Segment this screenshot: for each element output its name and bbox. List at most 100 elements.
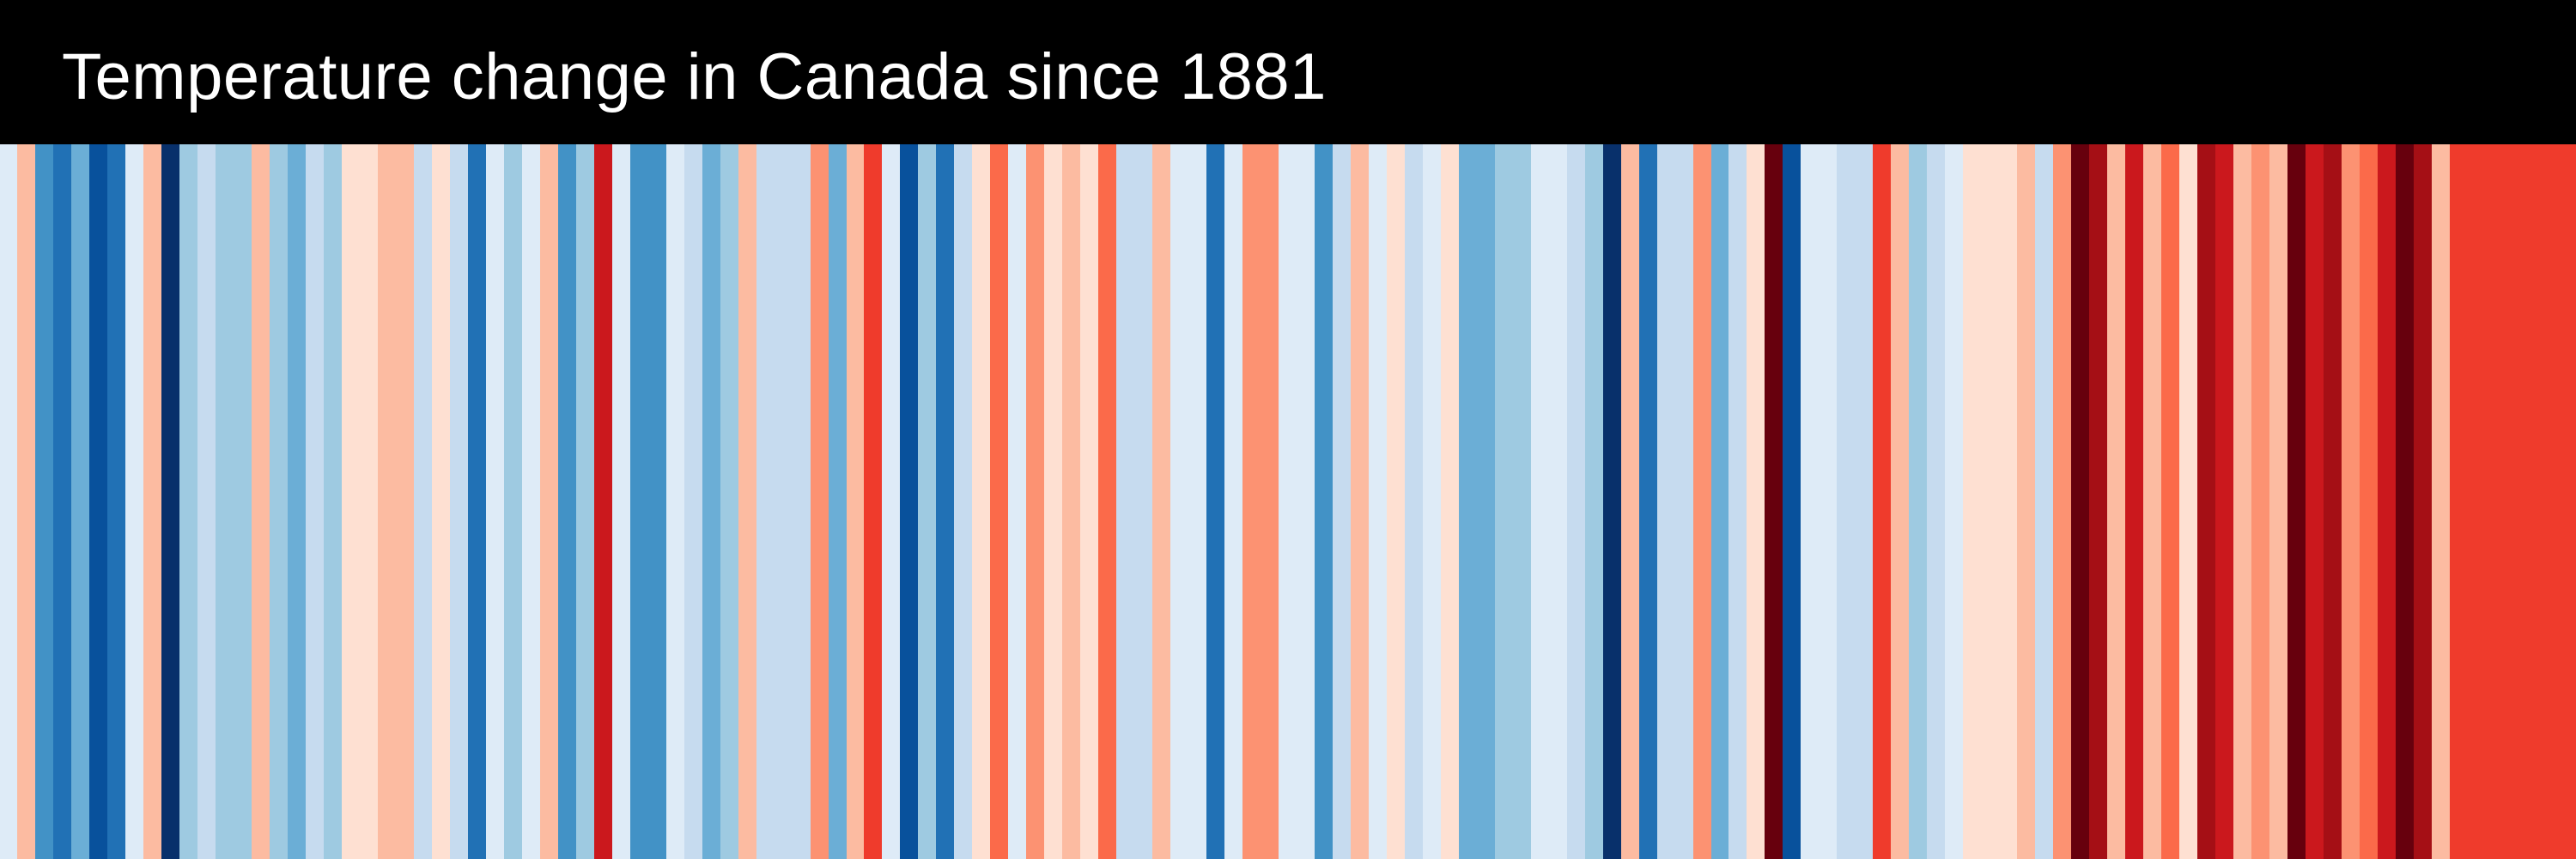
stripe-2018 <box>2468 144 2487 859</box>
stripe-1985 <box>1873 144 1892 859</box>
stripe-1935 <box>972 144 991 859</box>
stripe-1884 <box>53 144 72 859</box>
stripe-1932 <box>918 144 937 859</box>
stripe-1888 <box>125 144 144 859</box>
stripe-1909 <box>504 144 523 859</box>
stripe-1964 <box>1495 144 1514 859</box>
stripe-1931 <box>900 144 919 859</box>
stripe-1995 <box>2053 144 2072 859</box>
stripe-1927 <box>829 144 848 859</box>
stripe-1999 <box>2125 144 2144 859</box>
stripe-2005 <box>2233 144 2252 859</box>
stripe-2010 <box>2324 144 2342 859</box>
stripe-1970 <box>1603 144 1622 859</box>
stripe-1978 <box>1747 144 1765 859</box>
stripe-2006 <box>2251 144 2270 859</box>
stripe-1900 <box>342 144 361 859</box>
stripe-1986 <box>1891 144 1910 859</box>
stripe-1991 <box>1981 144 2000 859</box>
stripe-1976 <box>1711 144 1729 859</box>
stripe-1881 <box>0 144 18 859</box>
stripe-1897 <box>288 144 307 859</box>
stripe-1962 <box>1459 144 1478 859</box>
stripe-2001 <box>2161 144 2180 859</box>
stripe-1898 <box>306 144 325 859</box>
stripe-1885 <box>71 144 90 859</box>
stripe-1916 <box>630 144 649 859</box>
stripe-1983 <box>1837 144 1856 859</box>
stripe-2020 <box>2504 144 2523 859</box>
stripe-1939 <box>1044 144 1063 859</box>
stripe-1952 <box>1279 144 1297 859</box>
stripe-1987 <box>1909 144 1928 859</box>
stripe-1953 <box>1297 144 1315 859</box>
stripe-1988 <box>1927 144 1946 859</box>
stripe-1905 <box>432 144 451 859</box>
stripe-1937 <box>1008 144 1027 859</box>
stripe-2002 <box>2179 144 2198 859</box>
stripe-1913 <box>576 144 595 859</box>
chart-title: Temperature change in Canada since 1881 <box>62 40 1327 113</box>
stripe-2013 <box>2378 144 2397 859</box>
stripe-1892 <box>197 144 216 859</box>
stripe-2014 <box>2396 144 2415 859</box>
stripe-1973 <box>1657 144 1676 859</box>
stripe-1902 <box>378 144 397 859</box>
stripe-1996 <box>2071 144 2090 859</box>
stripe-1933 <box>936 144 955 859</box>
stripe-1921 <box>720 144 739 859</box>
stripe-1993 <box>2017 144 2036 859</box>
stripe-2011 <box>2342 144 2360 859</box>
stripe-1989 <box>1945 144 1964 859</box>
stripe-1924 <box>775 144 793 859</box>
stripe-1959 <box>1405 144 1424 859</box>
stripe-1955 <box>1333 144 1352 859</box>
stripe-1979 <box>1765 144 1783 859</box>
stripe-1981 <box>1801 144 1820 859</box>
stripe-1899 <box>324 144 343 859</box>
stripe-1889 <box>143 144 162 859</box>
stripe-2008 <box>2287 144 2306 859</box>
stripe-1940 <box>1062 144 1081 859</box>
stripe-1930 <box>882 144 901 859</box>
stripe-1994 <box>2035 144 2054 859</box>
stripe-1929 <box>864 144 883 859</box>
stripe-1967 <box>1549 144 1568 859</box>
stripe-2009 <box>2306 144 2324 859</box>
stripe-1910 <box>522 144 541 859</box>
stripe-1903 <box>396 144 415 859</box>
stripe-1923 <box>756 144 775 859</box>
stripe-2003 <box>2197 144 2216 859</box>
stripe-2015 <box>2414 144 2433 859</box>
stripe-1883 <box>35 144 54 859</box>
stripe-2012 <box>2360 144 2379 859</box>
stripe-1938 <box>1026 144 1045 859</box>
stripe-1977 <box>1728 144 1747 859</box>
stripe-1958 <box>1387 144 1406 859</box>
stripe-1895 <box>252 144 270 859</box>
stripe-1966 <box>1531 144 1550 859</box>
stripe-2021 <box>2522 144 2541 859</box>
stripe-1917 <box>648 144 667 859</box>
stripe-1965 <box>1513 144 1532 859</box>
stripe-1925 <box>793 144 811 859</box>
stripe-2016 <box>2432 144 2451 859</box>
stripe-1922 <box>738 144 757 859</box>
stripe-1926 <box>811 144 829 859</box>
stripe-1997 <box>2089 144 2108 859</box>
stripe-1901 <box>360 144 379 859</box>
stripe-1896 <box>270 144 289 859</box>
stripe-1908 <box>486 144 505 859</box>
stripe-2023 <box>2558 144 2576 859</box>
stripe-1945 <box>1152 144 1171 859</box>
stripe-1907 <box>468 144 487 859</box>
stripe-1949 <box>1224 144 1243 859</box>
stripe-1920 <box>702 144 721 859</box>
stripe-2017 <box>2450 144 2469 859</box>
stripe-1915 <box>612 144 631 859</box>
stripe-1928 <box>847 144 865 859</box>
stripe-1992 <box>1999 144 2018 859</box>
warming-stripes <box>0 144 2576 859</box>
stripe-1943 <box>1116 144 1135 859</box>
